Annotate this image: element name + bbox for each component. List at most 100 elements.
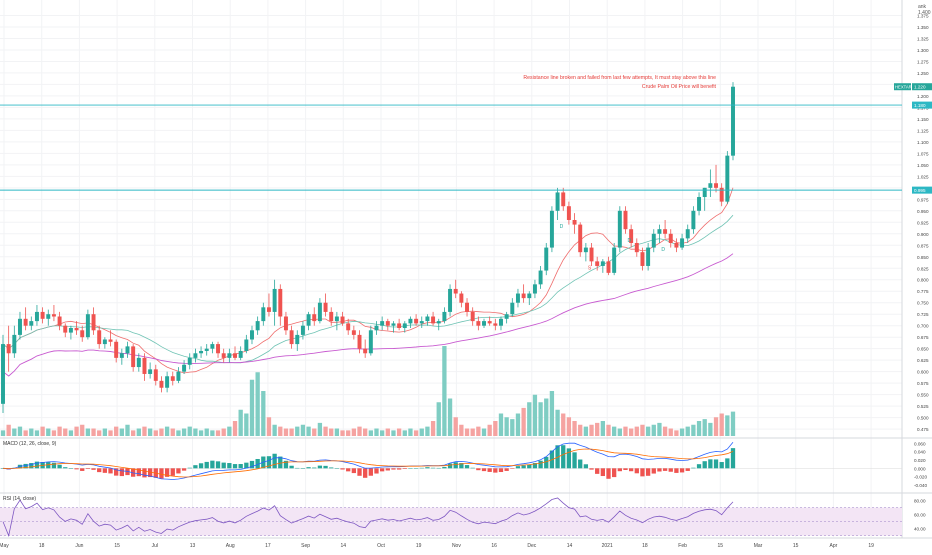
candle-body[interactable]: [283, 316, 288, 331]
candle-body[interactable]: [663, 229, 668, 234]
candle-body[interactable]: [397, 323, 402, 328]
candle-body[interactable]: [674, 242, 679, 248]
candle-body[interactable]: [493, 323, 498, 326]
candle-body[interactable]: [714, 183, 719, 188]
candle-body[interactable]: [323, 302, 328, 312]
candle-body[interactable]: [499, 318, 503, 326]
candle-body[interactable]: [465, 302, 470, 312]
candle-body[interactable]: [63, 325, 68, 333]
candle-body[interactable]: [561, 192, 566, 207]
candle-body[interactable]: [57, 316, 62, 326]
candle-body[interactable]: [402, 323, 407, 328]
candle-body[interactable]: [566, 206, 571, 220]
candle-body[interactable]: [187, 357, 192, 365]
candle-body[interactable]: [691, 210, 696, 230]
candle-body[interactable]: [646, 247, 651, 266]
candle-body[interactable]: [549, 210, 554, 248]
candle-body[interactable]: [68, 328, 73, 333]
candle-body[interactable]: [476, 321, 481, 326]
candle-body[interactable]: [85, 314, 90, 338]
candle-body[interactable]: [453, 288, 458, 294]
candle-body[interactable]: [702, 187, 707, 198]
candle-body[interactable]: [521, 293, 526, 299]
candle-body[interactable]: [617, 210, 622, 248]
candle-body[interactable]: [142, 357, 147, 374]
candle-body[interactable]: [1, 344, 5, 404]
candle-body[interactable]: [46, 314, 51, 319]
candle-body[interactable]: [165, 376, 170, 388]
candle-body[interactable]: [317, 302, 322, 322]
candle-body[interactable]: [425, 316, 430, 322]
candle-body[interactable]: [436, 321, 441, 324]
candle-body[interactable]: [29, 321, 34, 326]
candle-body[interactable]: [51, 314, 56, 317]
candle-body[interactable]: [204, 348, 209, 351]
candle-body[interactable]: [12, 334, 17, 354]
candle-body[interactable]: [97, 330, 102, 345]
candle-body[interactable]: [312, 314, 317, 322]
candle-body[interactable]: [578, 224, 583, 253]
candle-body[interactable]: [233, 353, 237, 358]
candle-body[interactable]: [640, 252, 645, 266]
candle-body[interactable]: [442, 311, 447, 322]
candle-body[interactable]: [148, 369, 153, 374]
candle-body[interactable]: [227, 353, 232, 358]
candle-body[interactable]: [351, 330, 356, 335]
candle-body[interactable]: [136, 357, 141, 368]
candle-body[interactable]: [125, 346, 130, 354]
candle-body[interactable]: [80, 330, 85, 338]
candle-body[interactable]: [102, 339, 107, 345]
candles[interactable]: D S D D: [1, 82, 735, 414]
candle-body[interactable]: [108, 339, 113, 342]
candle-body[interactable]: [261, 307, 266, 322]
candle-body[interactable]: [210, 344, 215, 349]
candle-body[interactable]: [91, 314, 96, 331]
candle-body[interactable]: [238, 350, 243, 358]
candle-body[interactable]: [272, 288, 277, 312]
candle-body[interactable]: [193, 353, 198, 358]
candle-body[interactable]: [334, 316, 339, 322]
candle-body[interactable]: [572, 220, 577, 225]
candle-body[interactable]: [216, 344, 221, 354]
candle-body[interactable]: [170, 376, 175, 381]
candle-body[interactable]: [295, 334, 300, 345]
candle-body[interactable]: [651, 233, 656, 248]
candle-body[interactable]: [419, 321, 424, 324]
candle-body[interactable]: [346, 323, 351, 331]
candle-body[interactable]: [182, 364, 187, 372]
candle-body[interactable]: [221, 353, 226, 358]
candle-body[interactable]: [595, 261, 600, 266]
candle-body[interactable]: [482, 321, 486, 326]
candle-body[interactable]: [448, 288, 453, 312]
candle-body[interactable]: [532, 284, 537, 294]
candle-body[interactable]: [300, 325, 305, 335]
candle-body[interactable]: [159, 380, 164, 388]
candle-body[interactable]: [368, 330, 373, 354]
candle-body[interactable]: [40, 311, 45, 319]
resistance-lines[interactable]: [0, 104, 902, 191]
candle-body[interactable]: [629, 229, 634, 243]
candle-body[interactable]: [6, 344, 11, 354]
candle-body[interactable]: [623, 210, 628, 230]
candle-body[interactable]: [199, 350, 204, 354]
candle-body[interactable]: [431, 316, 436, 324]
candle-body[interactable]: [510, 302, 515, 315]
candle-body[interactable]: [555, 192, 560, 211]
candle-body[interactable]: [340, 316, 345, 324]
candle-body[interactable]: [153, 369, 158, 381]
candle-body[interactable]: [470, 311, 475, 322]
candle-body[interactable]: [668, 233, 673, 243]
candle-body[interactable]: [385, 321, 390, 326]
candle-body[interactable]: [589, 247, 594, 262]
candle-body[interactable]: [685, 229, 690, 239]
candle-body[interactable]: [391, 323, 396, 326]
candle-body[interactable]: [250, 330, 254, 340]
candle-body[interactable]: [289, 330, 294, 345]
candle-body[interactable]: [357, 334, 362, 349]
candle-body[interactable]: [725, 155, 730, 202]
candle-body[interactable]: [600, 261, 605, 266]
candle-body[interactable]: [119, 353, 124, 358]
candle-body[interactable]: [17, 318, 22, 335]
candle-body[interactable]: [657, 229, 662, 234]
